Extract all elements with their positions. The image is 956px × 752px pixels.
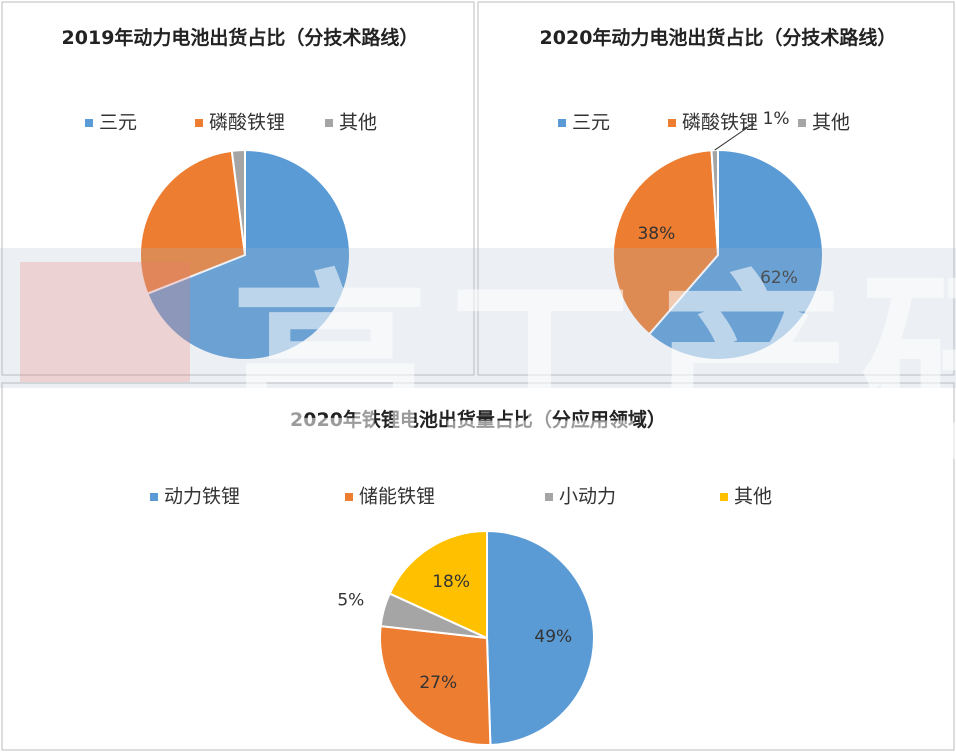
pie-slice [388,529,488,640]
legend-swatch [798,119,806,127]
pie-slice [230,148,246,256]
legend-label: 磷酸铁锂 [209,112,285,134]
legend-swatch [668,119,676,127]
legend-swatch [558,119,566,127]
legend-label: 其他 [734,486,772,508]
watermark-logo [20,262,190,382]
legend-swatch [545,493,553,501]
legend-label: 三元 [572,112,610,134]
legend-swatch [150,493,158,501]
data-label: 1% [763,109,790,129]
pie-slice [647,148,824,361]
legend-label: 小动力 [559,486,616,508]
pie-slice [379,625,492,746]
legend-label: 三元 [99,112,137,134]
watermark: 高工产研 [230,253,956,486]
legend-swatch [85,119,93,127]
data-label: 38% [637,224,675,244]
legend-label: 其他 [339,112,377,134]
data-label: 62% [760,268,798,288]
data-label: 5% [337,590,364,610]
legend-swatch [325,119,333,127]
legend-swatch [345,493,353,501]
legend-label: 其他 [812,112,850,134]
legend-label: 磷酸铁锂 [682,112,758,134]
chart-title: 2020年动力电池出货占比（分技术路线） [539,27,897,49]
pie-slice [139,149,247,295]
legend-swatch [720,493,728,501]
panel [1,1,475,376]
legend-swatch [195,119,203,127]
legend-label: 储能铁锂 [359,486,435,508]
pie-slice [486,529,595,746]
pie-slice [710,148,719,256]
legend-label: 动力铁锂 [164,486,240,508]
data-label: 49% [534,627,572,647]
leader-line [714,122,755,151]
chart-title: 2020年铁锂电池出货量占比（分应用领域） [290,409,666,431]
data-label: 27% [419,673,457,693]
watermark-band [0,248,956,388]
data-label: 18% [432,572,470,592]
chart-title: 2019年动力电池出货占比（分技术路线） [61,27,419,49]
pie-slice [612,149,720,336]
panel [477,1,955,376]
pie-slice [146,148,351,361]
panel [1,382,955,751]
